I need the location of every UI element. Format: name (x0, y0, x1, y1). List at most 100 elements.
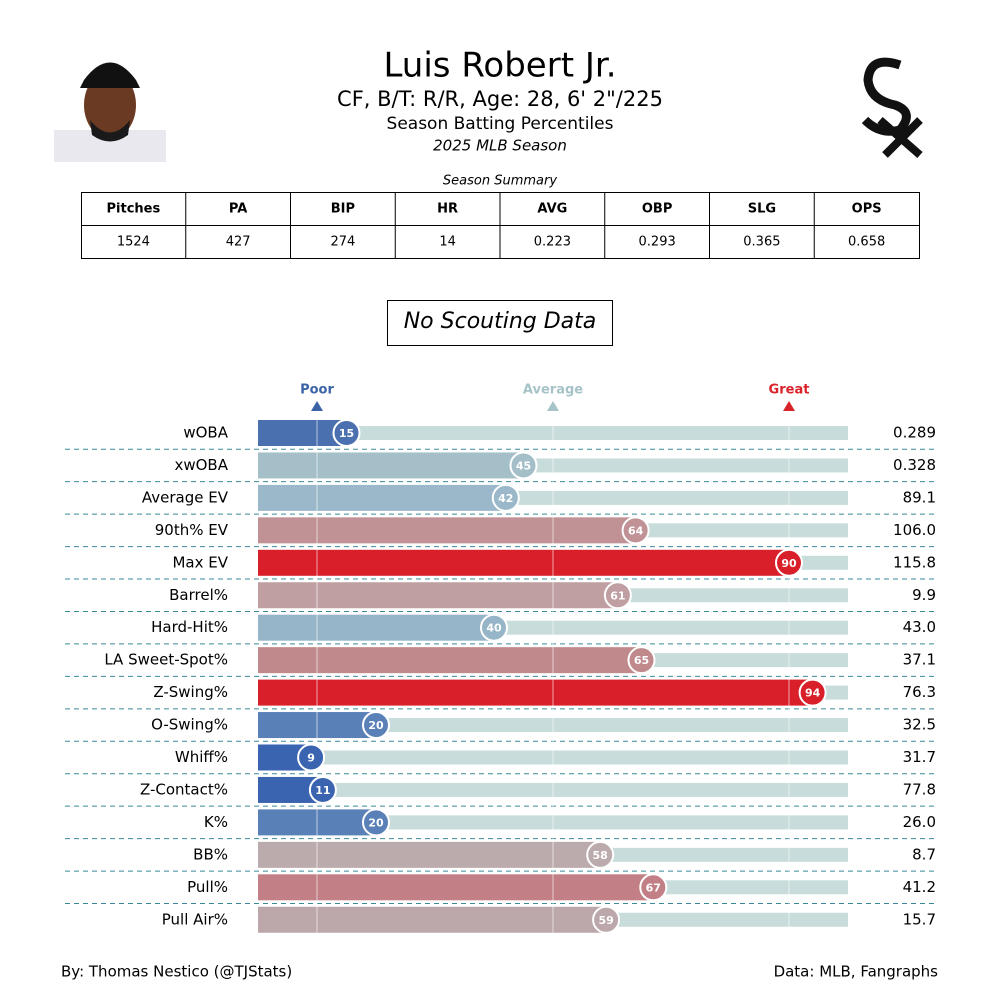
table-header: AVG (537, 202, 567, 217)
percentile-label: 20 (368, 816, 384, 829)
stat-value: 8.7 (912, 845, 936, 863)
track (494, 620, 848, 635)
track (376, 815, 848, 830)
percentile-label: 67 (646, 881, 661, 894)
caption: Season Batting Percentiles (387, 114, 614, 134)
track (505, 490, 848, 505)
table-header: OBP (642, 202, 673, 217)
category-label: Pull Air% (162, 910, 228, 928)
percentile-marker (592, 905, 621, 934)
footer-left: By: Thomas Nestico (@TJStats) (61, 963, 292, 981)
table-header: SLG (748, 202, 776, 217)
footer-right: Data: MLB, Fangraphs (774, 963, 939, 981)
stat-value: 26.0 (903, 813, 936, 831)
track (641, 653, 848, 668)
bar (258, 906, 607, 933)
percentile-marker (362, 711, 390, 740)
track (635, 523, 848, 538)
percentile-marker (798, 678, 827, 707)
x-tick-label: Average (523, 383, 583, 398)
scouting-text: No Scouting Data (404, 309, 597, 334)
summary-title: Season Summary (443, 174, 557, 189)
track (311, 750, 849, 765)
percentile-marker (639, 873, 668, 902)
percentile-label: 45 (516, 459, 531, 472)
category-label: Pull% (187, 878, 228, 896)
stat-value: 115.8 (893, 553, 936, 571)
table-cell: 427 (226, 235, 251, 250)
x-tick-marker (547, 401, 559, 411)
category-label: xwOBA (174, 456, 228, 474)
x-tick-label: Great (769, 383, 810, 398)
season: 2025 MLB Season (433, 137, 567, 155)
x-tick-marker (783, 401, 795, 411)
track (376, 718, 848, 733)
x-tick-label: Poor (300, 383, 334, 398)
percentile-marker (480, 613, 508, 642)
category-label: K% (204, 813, 228, 831)
table-header: OPS (852, 202, 882, 217)
bar (258, 874, 654, 901)
team-logo (861, 57, 923, 159)
percentile-label: 65 (634, 654, 649, 667)
percentile-marker (586, 840, 615, 869)
track (606, 912, 848, 927)
percentile-marker (491, 483, 520, 512)
bar (258, 841, 601, 868)
stat-value: 37.1 (903, 651, 936, 669)
stat-value: 76.3 (903, 683, 936, 701)
category-label: Whiff% (175, 748, 228, 766)
category-label: Hard-Hit% (151, 618, 228, 636)
table-header: PA (229, 202, 247, 217)
category-label: O-Swing% (151, 716, 228, 734)
percentile-label: 11 (315, 784, 330, 797)
track (322, 782, 848, 797)
summary-table: Pitches 1524 PA 427 BIP 274 HR 14 AVG 0.223 OBP 0.2… (81, 192, 920, 259)
track (617, 588, 848, 603)
percentile-label: 58 (593, 849, 608, 862)
percentile-chart: wOBA 0.289 xwOBA 0.328 Average EV 89.1 90th% E… (65, 383, 936, 934)
table-header: Pitches (107, 202, 161, 217)
percentile-label: 40 (486, 622, 502, 635)
percentile-label: 20 (368, 719, 384, 732)
percentile-marker (308, 775, 337, 804)
stat-value: 0.328 (893, 456, 936, 474)
category-label: 90th% EV (155, 521, 229, 539)
table-cell: 0.658 (848, 235, 885, 250)
track (789, 555, 848, 570)
stat-value: 106.0 (893, 521, 936, 539)
percentile-marker (775, 548, 803, 577)
bar (258, 484, 506, 511)
percentile-label: 61 (610, 589, 625, 602)
percentile-marker (627, 646, 656, 675)
title: Luis Robert Jr. (383, 46, 616, 86)
stat-value: 31.7 (903, 748, 936, 766)
category-label: LA Sweet-Spot% (104, 651, 228, 669)
category-label: Z-Swing% (153, 683, 228, 701)
bar (258, 679, 813, 706)
percentile-label: 94 (805, 687, 821, 700)
track (346, 426, 848, 440)
table-cell: 0.223 (534, 235, 571, 250)
stat-value: 89.1 (903, 488, 936, 506)
stat-value: 77.8 (903, 780, 936, 798)
table-cell: 0.365 (743, 235, 780, 250)
category-label: Max EV (172, 553, 228, 571)
scouting-box (387, 300, 613, 346)
category-label: BB% (193, 845, 228, 863)
percentile-label: 42 (498, 492, 513, 505)
bar (258, 452, 524, 479)
bar (258, 582, 618, 609)
percentile-label: 15 (339, 427, 354, 440)
subtitle: CF, B/T: R/R, Age: 28, 6' 2"/225 (337, 87, 663, 111)
track (600, 847, 848, 862)
stat-value: 32.5 (903, 716, 936, 734)
x-tick-marker (311, 401, 323, 411)
track (653, 880, 848, 895)
percentile-marker (332, 419, 361, 447)
bar (258, 420, 347, 446)
percentile-marker (509, 451, 538, 480)
percentile-label: 59 (598, 914, 613, 927)
table-header: HR (437, 202, 458, 217)
